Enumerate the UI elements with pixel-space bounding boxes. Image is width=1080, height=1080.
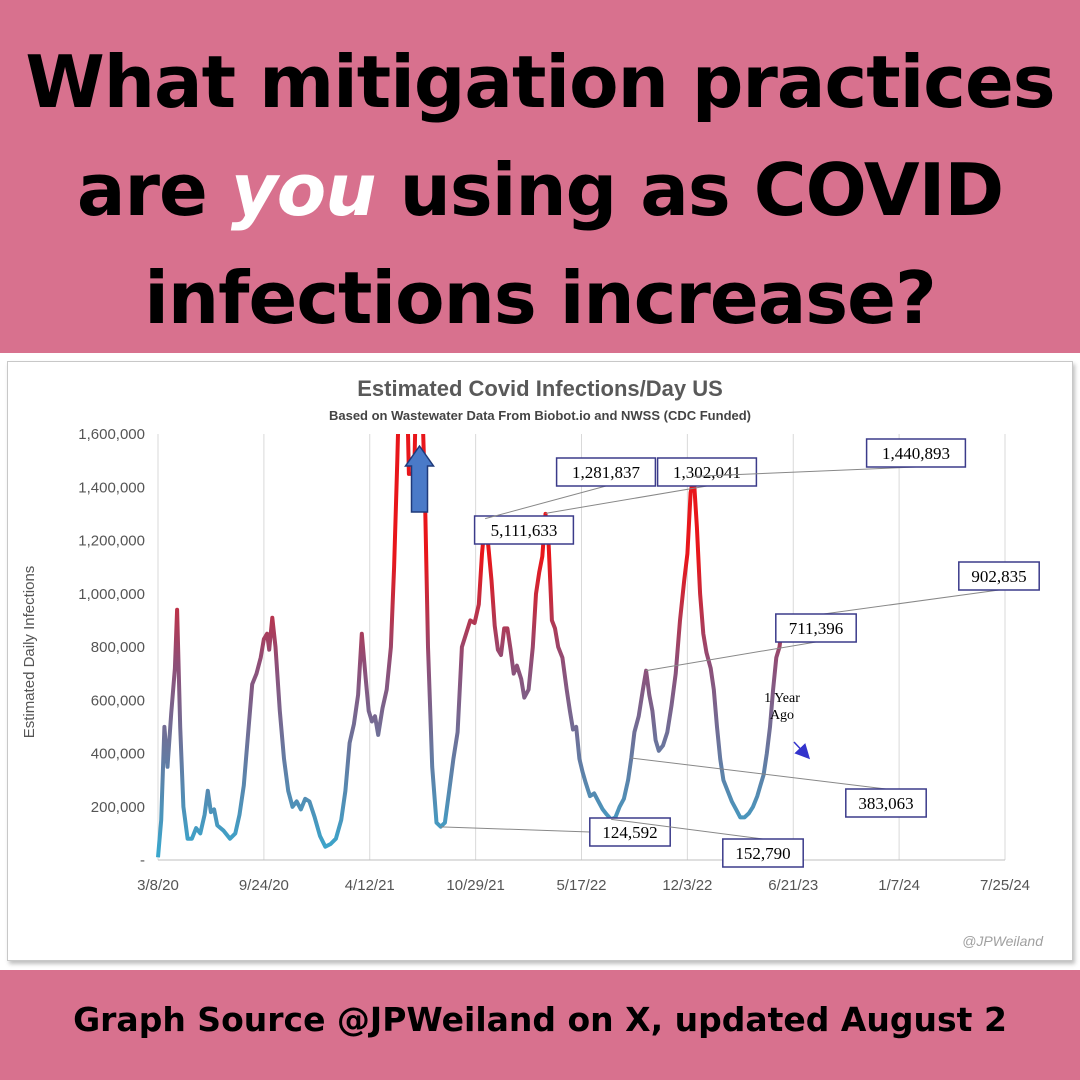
- annotation-label: 1 Year: [764, 691, 800, 706]
- y-tick-label: -: [140, 852, 145, 869]
- annotation-label: 152,790: [735, 844, 790, 863]
- annotation-label: 711,396: [789, 619, 844, 638]
- headline-line-2: are you using as COVID: [0, 136, 1080, 244]
- annotation-leader: [611, 818, 764, 840]
- x-tick-label: 10/29/21: [446, 877, 504, 894]
- annotation-box: [656, 457, 758, 487]
- headline: What mitigation practices are you using …: [0, 28, 1080, 352]
- y-tick-label: 1,200,000: [78, 533, 145, 550]
- annotation-box: [555, 457, 657, 487]
- y-tick-label: 400,000: [91, 746, 145, 763]
- x-tick-label: 6/21/23: [768, 877, 818, 894]
- chart-panel: 3/8/20 9/24/20 4/12/21 10/29/21 5/17/22 12/3/…: [0, 353, 1080, 970]
- footer-source: Graph Source @JPWeiland on X, updated Au…: [73, 1000, 1007, 1039]
- headline-line-3: infections increase?: [144, 256, 937, 340]
- x-tick-label: 9/24/20: [239, 877, 289, 894]
- series-line: [156, 434, 785, 858]
- annotation-leader: [440, 826, 590, 833]
- annotation-box: [589, 817, 671, 847]
- headline-line-2-post: using as COVID: [375, 148, 1005, 232]
- annotation-leader: [545, 485, 708, 514]
- up-arrow-icon: [404, 444, 435, 513]
- annotation-label: 383,063: [858, 794, 913, 813]
- x-tick-label: 3/8/20: [137, 877, 179, 894]
- headline-emphasis: you: [230, 148, 377, 232]
- annotation-label: 1,440,893: [882, 444, 950, 463]
- x-tick-label: 5/17/22: [556, 877, 606, 894]
- chart-title: Estimated Covid Infections/Day US: [357, 376, 723, 401]
- annotation-label: 1,281,837: [572, 463, 641, 482]
- annotation-arrow: [793, 741, 811, 760]
- x-tick-label: 12/3/22: [662, 877, 712, 894]
- annotation-box: [845, 788, 927, 818]
- headline-line-2-pre: are: [76, 148, 231, 232]
- headline-line-1: What mitigation practices: [25, 40, 1055, 124]
- annotation-box: [865, 438, 967, 468]
- y-tick-label: 1,600,000: [78, 426, 145, 443]
- annotation-label: 902,835: [971, 567, 1026, 586]
- y-tick-label: 1,000,000: [78, 586, 145, 603]
- watermark: @JPWeiland: [962, 933, 1044, 949]
- chart-subtitle: Based on Wastewater Data From Biobot.io …: [329, 408, 751, 423]
- annotation-box: [722, 838, 804, 868]
- covid-infections-chart: 3/8/20 9/24/20 4/12/21 10/29/21 5/17/22 12/3/…: [21, 376, 1044, 949]
- annotation-label: 5,111,633: [491, 521, 558, 540]
- x-tick-label: 1/7/24: [878, 877, 920, 894]
- annotation-leader: [646, 641, 817, 672]
- x-tick-label: 4/12/21: [345, 877, 395, 894]
- y-axis-label: Estimated Daily Infections: [21, 566, 38, 739]
- annotation-label: Ago: [770, 708, 794, 723]
- annotation-leader: [485, 485, 607, 520]
- chart-frame: 3/8/20 9/24/20 4/12/21 10/29/21 5/17/22 12/3/…: [7, 361, 1073, 961]
- y-tick-label: 200,000: [91, 799, 145, 816]
- annotation-box: [473, 515, 575, 545]
- y-tick-label: 1,400,000: [78, 479, 145, 496]
- annotation-leader: [631, 757, 887, 790]
- annotation-box: [775, 613, 857, 643]
- annotation-label: 1,302,041: [673, 463, 741, 482]
- annotation-label: 124,592: [602, 823, 657, 842]
- y-tick-label: 800,000: [91, 639, 145, 656]
- x-tick-label: 7/25/24: [980, 877, 1030, 894]
- annotation-box: [958, 561, 1040, 591]
- y-tick-label: 600,000: [91, 692, 145, 709]
- annotation-leader: [693, 466, 917, 477]
